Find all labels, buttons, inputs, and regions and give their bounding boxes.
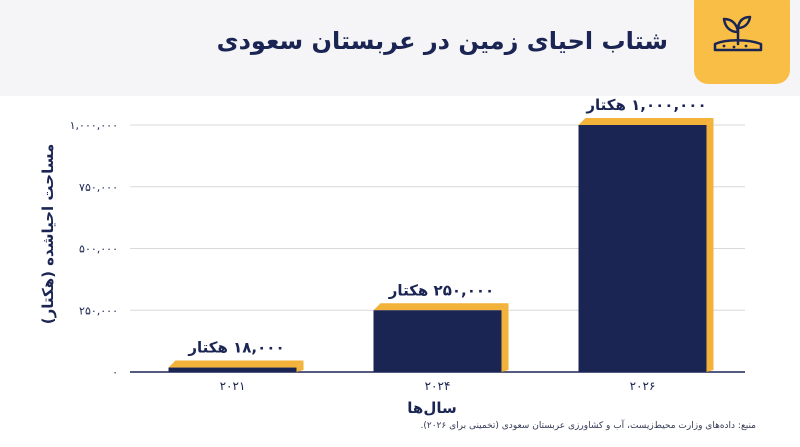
bar-data-label: ۱۸,۰۰۰ هکتار (187, 339, 284, 357)
bar-top-face (373, 303, 509, 311)
bar-top-face (578, 118, 714, 125)
bar (373, 310, 502, 372)
land-restoration-badge (694, 0, 790, 84)
y-tick-label: ۲۵۰,۰۰۰ (79, 304, 118, 317)
x-tick-label: ۲۰۲۴ (425, 379, 451, 393)
x-axis-label: سال‌ها (407, 399, 457, 417)
x-tick-label: ۲۰۲۶ (630, 379, 656, 393)
sprout-icon (713, 15, 763, 52)
y-tick-label: ۱,۰۰۰,۰۰۰ (70, 119, 118, 132)
bar-side-face (706, 118, 714, 372)
y-axis-label: مساحت احیاشده (هکتار) (39, 143, 57, 325)
bar (168, 367, 297, 372)
bar-top-face (168, 360, 304, 368)
y-tick-label: ۰ (112, 366, 118, 379)
bar-side-face (296, 360, 304, 372)
page-title: شتاب احیای زمین در عربستان سعودی (216, 27, 668, 55)
y-tick-label: ۵۰۰,۰۰۰ (79, 243, 118, 256)
y-tick-label: ۷۵۰,۰۰۰ (79, 181, 118, 194)
bar-side-face (501, 303, 509, 372)
header-band (0, 0, 800, 96)
source-note: منبع: داده‌های وزارت محیط‌زیست، آب و کشا… (420, 421, 756, 431)
x-tick-label: ۲۰۲۱ (220, 379, 246, 393)
bar (578, 125, 707, 372)
bar-data-label: ۲۵۰,۰۰۰ هکتار (388, 281, 494, 299)
bar-data-label: ۱,۰۰۰,۰۰۰ هکتار (585, 96, 706, 114)
